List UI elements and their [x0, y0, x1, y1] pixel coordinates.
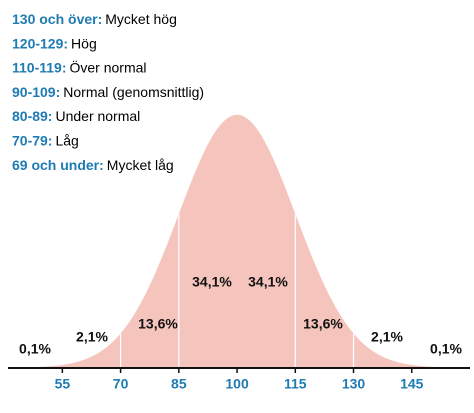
scale-entry: 110-119: Över normal	[12, 58, 147, 75]
scale-range: 120-129:	[12, 35, 68, 51]
band	[62, 333, 121, 369]
scale-entry: 120-129: Hög	[12, 35, 97, 51]
scale-range: 70-79:	[12, 132, 52, 148]
scale-entry: 80-89: Under normal	[12, 108, 140, 124]
value-label: 0,1%	[430, 341, 462, 357]
x-tick-label: 85	[171, 376, 187, 392]
scale-label: Mycket hög	[105, 11, 177, 27]
x-tick-label: 70	[113, 376, 129, 392]
scale-label: Över normal	[70, 58, 147, 75]
value-label: 2,1%	[76, 329, 108, 345]
scale-label: Under normal	[55, 108, 140, 124]
value-label: 0,1%	[19, 341, 51, 357]
x-tick-label: 130	[342, 376, 366, 392]
x-tick-label: 145	[400, 376, 424, 392]
x-tick-label: 100	[225, 376, 249, 392]
scale-label: Hög	[71, 35, 97, 51]
value-label: 34,1%	[248, 274, 288, 290]
scale-label: Mycket låg	[107, 157, 174, 173]
band	[353, 333, 413, 369]
value-label: 13,6%	[138, 316, 178, 332]
scale-range: 80-89:	[12, 108, 52, 124]
scale-range: 130 och över:	[12, 11, 102, 27]
x-tick-label: 55	[55, 376, 71, 392]
value-label: 13,6%	[303, 316, 343, 332]
band	[178, 114, 238, 369]
x-tick-label: 115	[284, 376, 307, 392]
band	[120, 214, 180, 369]
scale-entry: 70-79: Låg	[12, 132, 79, 148]
scale-label: Låg	[55, 132, 78, 148]
value-label: 2,1%	[371, 329, 403, 345]
scale-range: 90-109:	[12, 84, 60, 100]
scale-entry: 90-109: Normal (genomsnittlig)	[12, 84, 204, 100]
value-label: 34,1%	[192, 274, 232, 290]
scale-entry: 130 och över: Mycket hög	[12, 11, 177, 27]
band	[236, 114, 296, 369]
scale-range: 110-119:	[12, 59, 67, 75]
scale-entry: 69 och under: Mycket låg	[12, 157, 174, 173]
scale-range: 69 och under:	[12, 157, 104, 173]
band	[295, 214, 354, 369]
scale-label: Normal (genomsnittlig)	[63, 84, 204, 100]
